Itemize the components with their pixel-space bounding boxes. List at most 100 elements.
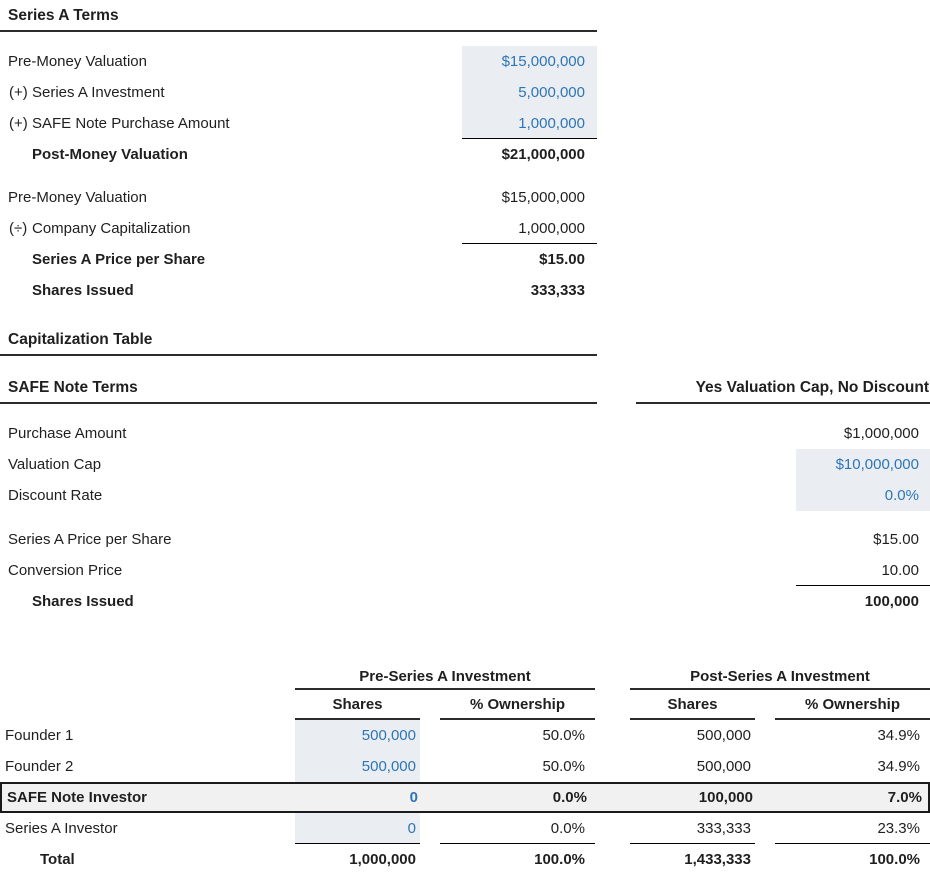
- table-row: Conversion Price 10.00: [0, 555, 930, 586]
- spacer: [755, 751, 775, 782]
- safe-shares-issued-value: 100,000: [864, 593, 919, 610]
- safe-price-per-share-label: Series A Price per Share: [8, 531, 172, 548]
- spacer: [422, 784, 442, 811]
- spacer: [595, 751, 630, 782]
- spacer: [595, 844, 630, 875]
- founder-2-post-shares: 500,000: [696, 758, 751, 775]
- spacer: [755, 690, 775, 720]
- founder-1-label: Founder 1: [5, 727, 74, 744]
- founder-2-pre-ownership: 50.0%: [542, 758, 585, 775]
- spacer: [755, 813, 775, 844]
- row-prefix: (+): [9, 84, 28, 101]
- group-header-pre-series-a: Pre-Series A Investment: [295, 668, 595, 690]
- shares-issued-value: 333,333: [530, 282, 585, 299]
- row-prefix: [0, 244, 32, 275]
- series-a-investment-input[interactable]: 5,000,000: [462, 77, 597, 108]
- conversion-price-value: 10.00: [796, 555, 930, 586]
- conversion-price-label: Conversion Price: [8, 562, 123, 579]
- shares-issued-label: Shares Issued: [32, 282, 134, 299]
- series-a-terms-section: Series A Terms Pre-Money Valuation $15,0…: [0, 0, 930, 306]
- safe-note-investor-pre-ownership: 0.0%: [552, 789, 587, 806]
- section-title-safe-note-terms: SAFE Note Terms: [0, 372, 597, 404]
- total-post-shares: 1,433,333: [684, 851, 751, 868]
- cap-table-grid: Pre-Series A Investment Post-Series A In…: [0, 661, 930, 875]
- row-prefix: [0, 275, 32, 306]
- table-row: Discount Rate 0.0%: [0, 480, 930, 511]
- total-label: Total: [40, 851, 75, 868]
- row-prefix: (+): [9, 115, 28, 132]
- spacer: [0, 690, 295, 720]
- series-a-investor-pre-shares-input[interactable]: 0: [295, 813, 420, 844]
- row-prefix: [0, 139, 32, 170]
- spacer: [420, 751, 440, 782]
- spacer: [757, 784, 777, 811]
- safe-price-per-share-value: $15.00: [873, 531, 919, 548]
- table-row: Pre-Money Valuation $15,000,000: [0, 46, 597, 77]
- section-title-capitalization-table: Capitalization Table: [0, 324, 597, 356]
- spacer: [420, 690, 440, 720]
- spacer: [420, 813, 440, 844]
- purchase-amount-value: $1,000,000: [843, 425, 919, 442]
- pre-money-valuation-value-2: $15,000,000: [501, 189, 585, 206]
- safe-note-purchase-amount-input[interactable]: 1,000,000: [462, 108, 597, 139]
- series-a-investor-label: Series A Investor: [5, 820, 118, 837]
- table-row: Total 1,000,000 100.0% 1,433,333 100.0%: [0, 844, 930, 875]
- row-prefix: (÷): [9, 220, 28, 237]
- table-row: Post-Money Valuation $21,000,000: [0, 139, 597, 170]
- series-a-price-per-share-label: Series A Price per Share: [32, 251, 206, 268]
- series-a-price-per-share-value: $15.00: [539, 251, 585, 268]
- spacer: [420, 844, 440, 875]
- post-money-valuation-value: $21,000,000: [501, 146, 585, 163]
- table-row: Founder 2 500,000 50.0% 500,000 34.9%: [0, 751, 930, 782]
- cap-table-column-header-row: Shares % Ownership Shares % Ownership: [0, 690, 930, 720]
- spacer: [595, 813, 630, 844]
- spacer: [595, 690, 630, 720]
- table-row: Shares Issued 333,333: [0, 275, 597, 306]
- founder-2-post-ownership: 34.9%: [877, 758, 920, 775]
- purchase-amount-label: Purchase Amount: [8, 425, 127, 442]
- col-header-post-ownership: % Ownership: [775, 690, 930, 720]
- table-row: Series A Price per Share $15.00: [0, 244, 597, 275]
- safe-note-purchase-amount-label: SAFE Note Purchase Amount: [32, 115, 230, 132]
- post-money-valuation-label: Post-Money Valuation: [32, 146, 188, 163]
- safe-note-investor-label: SAFE Note Investor: [7, 789, 148, 806]
- safe-note-investor-pre-shares[interactable]: 0: [409, 789, 418, 806]
- valuation-cap-label: Valuation Cap: [8, 456, 102, 473]
- total-pre-shares: 1,000,000: [349, 851, 416, 868]
- table-row: Pre-Money Valuation $15,000,000: [0, 182, 597, 213]
- valuation-cap-input[interactable]: $10,000,000: [796, 449, 930, 480]
- safe-shares-issued-label: Shares Issued: [32, 593, 134, 610]
- col-header-pre-shares: Shares: [295, 690, 420, 720]
- group-header-post-series-a: Post-Series A Investment: [630, 668, 930, 690]
- table-row: (+) SAFE Note Purchase Amount 1,000,000: [0, 108, 597, 139]
- safe-note-terms-section: SAFE Note Terms Yes Valuation Cap, No Di…: [0, 372, 930, 617]
- series-a-investor-post-shares: 333,333: [630, 813, 755, 844]
- table-row: Shares Issued 100,000: [0, 586, 930, 617]
- section-title-series-a-terms: Series A Terms: [0, 0, 597, 32]
- founder-2-label: Founder 2: [5, 758, 74, 775]
- company-capitalization-label: Company Capitalization: [32, 220, 191, 237]
- col-header-pre-ownership: % Ownership: [440, 690, 595, 720]
- table-row: Purchase Amount $1,000,000: [0, 418, 930, 449]
- founder-1-post-ownership: 34.9%: [877, 727, 920, 744]
- table-row: (+) Series A Investment 5,000,000: [0, 77, 597, 108]
- safe-note-investor-post-shares: 100,000: [698, 789, 753, 806]
- founder-1-post-shares: 500,000: [696, 727, 751, 744]
- total-pre-ownership: 100.0%: [534, 851, 585, 868]
- founder-2-pre-shares-input[interactable]: 500,000: [295, 751, 420, 782]
- safe-note-terms-header: SAFE Note Terms Yes Valuation Cap, No Di…: [0, 372, 930, 404]
- discount-rate-label: Discount Rate: [8, 487, 103, 504]
- spacer: [755, 844, 775, 875]
- safe-scenario-header: Yes Valuation Cap, No Discount: [636, 372, 930, 404]
- table-row: Series A Investor 0 0.0% 333,333 23.3%: [0, 813, 930, 844]
- table-row: (÷) Company Capitalization 1,000,000: [0, 213, 597, 244]
- company-capitalization-value: 1,000,000: [462, 213, 597, 244]
- founder-1-pre-shares-input[interactable]: 500,000: [295, 720, 420, 751]
- spacer: [755, 720, 775, 751]
- spacer: [0, 170, 597, 182]
- spacer: [0, 511, 930, 524]
- pre-money-valuation-input[interactable]: $15,000,000: [462, 46, 597, 77]
- pre-money-valuation-label: Pre-Money Valuation: [8, 53, 147, 70]
- discount-rate-input[interactable]: 0.0%: [796, 480, 930, 511]
- row-prefix: [0, 586, 32, 617]
